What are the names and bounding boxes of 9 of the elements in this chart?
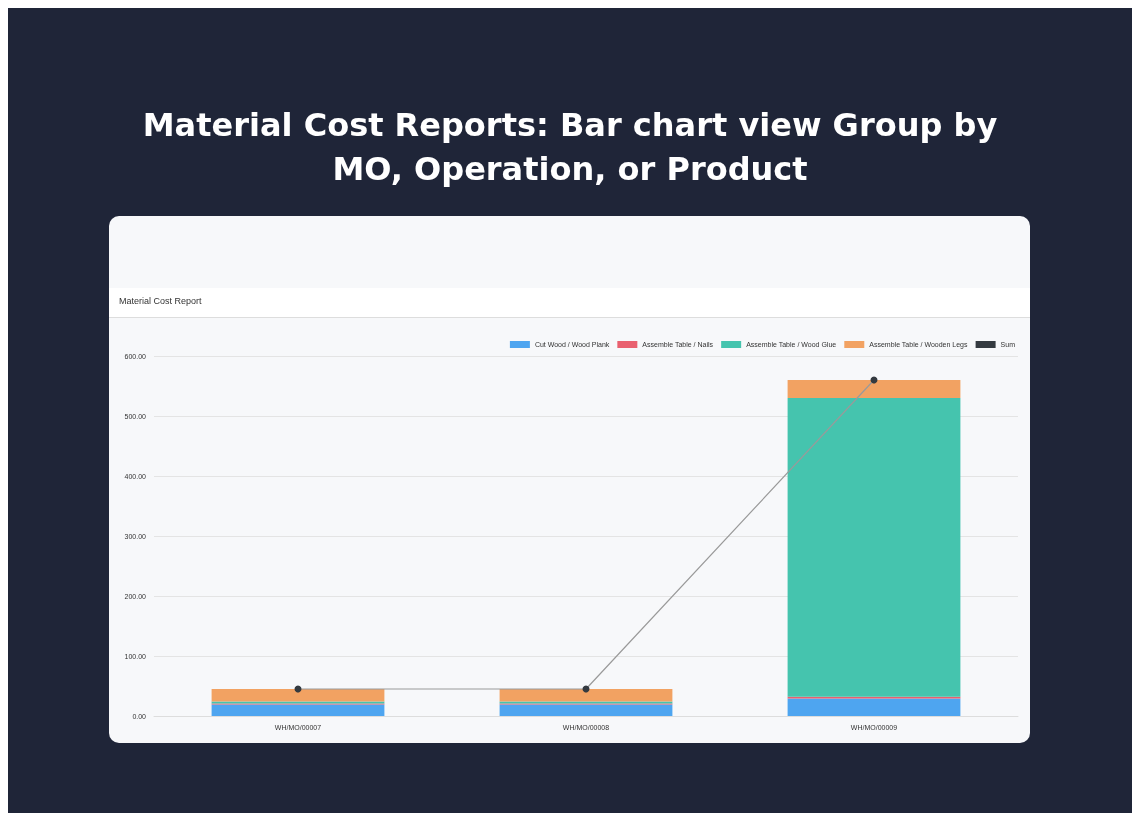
chart-subtitle: Material Cost Report xyxy=(109,288,1030,318)
bar xyxy=(787,380,961,398)
bar xyxy=(787,698,961,716)
bar xyxy=(211,704,385,716)
bar xyxy=(211,689,385,702)
bar xyxy=(787,398,961,697)
bar xyxy=(499,689,673,702)
bar xyxy=(499,704,673,716)
chart-title: Material Cost Reports: Bar chart view Group by MO, Operation, or Product xyxy=(141,105,999,190)
